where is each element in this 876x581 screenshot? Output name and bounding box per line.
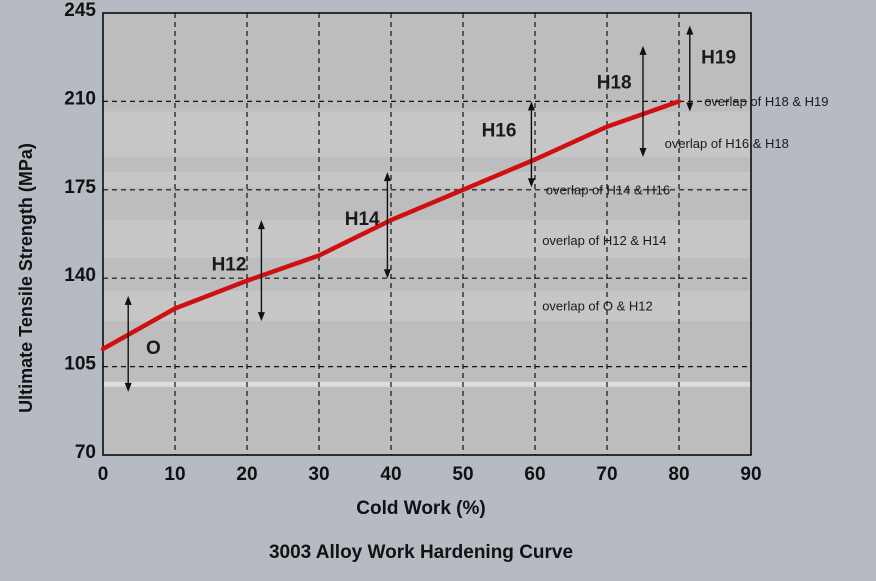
series-layer	[100, 99, 682, 352]
x-tick-label: 0	[98, 464, 109, 485]
tick-labels: 0 10 20 30 40 50 60 70 80 90 70 105 140 175 210 245	[64, 0, 761, 485]
x-tick-label: 80	[668, 464, 689, 485]
range-arrow-head-down	[257, 312, 265, 322]
x-tick-label: 50	[452, 464, 473, 485]
overlap-annotation: overlap of H16 & H18	[665, 136, 789, 151]
range-arrow-head-down	[639, 147, 647, 157]
overlap-band-1	[103, 290, 751, 322]
temper-range-h19: H19	[686, 25, 736, 112]
temper-range-o: O	[124, 295, 161, 392]
temper-range-h16: H16	[482, 101, 535, 188]
range-arrow-head-up	[383, 172, 391, 182]
y-tick-label: 245	[64, 0, 96, 21]
range-arrow-head-up	[124, 295, 132, 305]
range-arrow-head-down	[383, 269, 391, 279]
overlap-band-3	[103, 172, 751, 188]
y-tick-label: 140	[64, 265, 96, 286]
temper-range-h14: H14	[345, 172, 391, 279]
range-arrow-head-up	[639, 45, 647, 55]
overlap-annotation: overlap of H18 & H19	[704, 94, 828, 109]
range-arrow-head-down	[124, 382, 132, 392]
temper-label-h14: H14	[345, 209, 380, 230]
temper-range-h12: H12	[212, 220, 265, 322]
series-line-0	[100, 99, 682, 352]
range-arrow-head-up	[257, 220, 265, 230]
temper-label-h19: H19	[701, 47, 736, 68]
range-arrow-head-up	[527, 101, 535, 111]
plot-border	[102, 12, 752, 456]
chart-title: 3003 Alloy Work Hardening Curve	[269, 542, 573, 563]
overlap-annotation: overlap of O & H12	[542, 299, 653, 314]
temper-label-o: O	[146, 338, 161, 359]
x-tick-label: 20	[236, 464, 257, 485]
temper-range-h18: H18	[597, 45, 647, 157]
temper-label-h18: H18	[597, 73, 632, 94]
overlap-band-2	[103, 220, 751, 258]
range-arrow-head-down	[527, 178, 535, 188]
x-tick-label: 30	[308, 464, 329, 485]
y-axis-label: Ultimate Tensile Strength (MPa)	[16, 143, 36, 413]
x-axis-label: Cold Work (%)	[356, 498, 485, 519]
x-tick-label: 60	[524, 464, 545, 485]
range-arrow-head-down	[686, 102, 694, 112]
x-tick-label: 40	[380, 464, 401, 485]
y-tick-label: 105	[64, 354, 96, 375]
temper-ranges: O H12 H14 H16 H18 H19	[124, 25, 736, 392]
y-tick-label: 175	[64, 177, 96, 198]
overlap-band-0	[103, 381, 751, 387]
overlap-annotation: overlap of H12 & H14	[542, 233, 666, 248]
overlap-band-4	[103, 111, 751, 157]
range-arrow-head-up	[686, 25, 694, 35]
x-tick-label: 10	[164, 464, 185, 485]
y-tick-label: 210	[64, 88, 96, 109]
overlap-annotation: overlap of H14 & H16	[546, 183, 670, 198]
y-tick-label: 70	[75, 442, 96, 463]
overlap-annotations: overlap of H18 & H19 overlap of H16 & H18…	[542, 94, 828, 314]
temper-label-h16: H16	[482, 121, 517, 142]
x-tick-label: 70	[596, 464, 617, 485]
x-tick-label: 90	[740, 464, 761, 485]
temper-label-h12: H12	[212, 255, 247, 276]
